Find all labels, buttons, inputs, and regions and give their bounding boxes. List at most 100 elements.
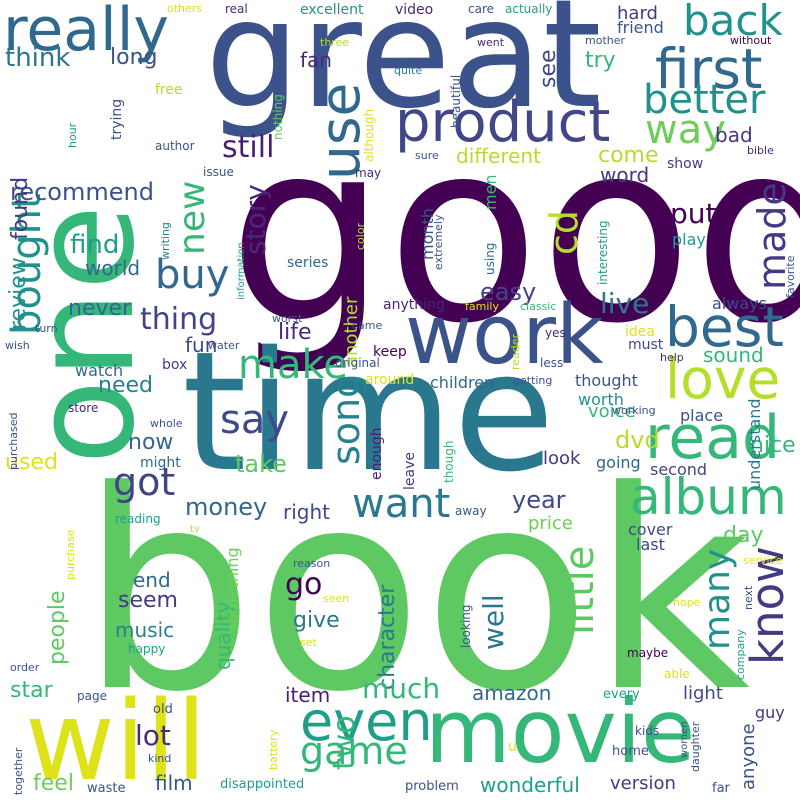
word: year [512,486,566,514]
word: second [650,460,708,479]
word: around [365,372,415,388]
word: word [600,163,650,187]
word: many [697,548,738,650]
word: daughter [689,721,702,772]
word: well [477,594,510,650]
word: product [395,90,611,155]
word: give [293,608,340,633]
word: order [10,661,40,674]
word: maybe [627,646,669,660]
word: voice [588,401,636,422]
word: company [734,629,747,680]
word: light [683,683,723,704]
word: come [598,143,659,168]
word: something [223,547,242,632]
word: look [543,448,581,469]
word: old [153,702,173,717]
word: bad [715,123,753,147]
word: u [508,739,517,755]
word: hope [673,596,701,609]
word: great [205,0,602,142]
word: world [85,256,141,280]
word: lot [135,719,171,752]
word: nothing [271,94,285,140]
word: wonderful [480,773,580,797]
word: store [68,401,99,415]
word: keep [373,344,407,360]
word: review [6,257,31,330]
word: waste [87,781,126,796]
word: favorite [784,255,797,298]
word: right [283,500,330,524]
word: page [77,689,107,703]
word: looking [459,604,473,648]
word: yes [545,326,566,340]
word: though [442,440,456,483]
word: hard [617,3,658,24]
word: going [596,453,641,472]
word: find [70,230,120,260]
word: time [182,316,555,508]
word: sound [703,343,764,367]
word: best [665,295,784,359]
word: reader [509,333,522,370]
word: better [643,77,766,123]
word: watch [75,361,124,380]
word: fun [185,333,218,357]
word: free [155,82,183,98]
word: tv [190,524,200,535]
word: beautiful [449,74,463,128]
word: actually [505,2,553,16]
word: understand [745,398,764,490]
word: cd [542,209,586,255]
word: dvd [615,426,660,454]
word: version [610,773,676,794]
word: day [723,523,764,548]
word: put [670,197,717,230]
word: anything [383,297,445,313]
word: still [222,130,275,165]
word: film [155,771,193,795]
word: show [667,156,704,172]
word: working [612,404,656,417]
word: different [456,144,541,168]
word: able [664,667,690,681]
word: series [287,255,329,271]
word: idea [625,324,655,340]
word: kids [635,724,660,738]
word: little [557,545,603,635]
word: quite [394,64,423,77]
word: turn [35,322,58,335]
word: think [5,43,71,73]
word: hour [66,122,79,148]
word: worth [578,390,624,409]
word: guy [755,703,785,722]
word: buy [155,252,230,298]
word: might [140,455,181,471]
word: will [25,677,207,800]
word: children [430,373,495,392]
word: whole [150,417,183,430]
word: first [655,37,763,101]
word: original [335,356,380,370]
word: family [465,300,499,313]
word: go [285,567,323,602]
word: men [481,174,500,210]
word: easy [480,278,537,306]
word: must [628,337,664,353]
word: trying [109,98,125,140]
word: movie [425,680,696,783]
word: read [645,403,781,473]
word: seen [323,592,350,605]
word: life [278,320,312,345]
word: never [68,296,132,321]
word: came [352,319,383,332]
word: wish [5,339,30,352]
word: even [300,690,433,753]
word: love [665,347,781,411]
word: home [612,744,649,759]
word: color [354,222,367,250]
word: real [225,2,248,16]
word: used [5,450,58,475]
word: long [110,45,158,70]
